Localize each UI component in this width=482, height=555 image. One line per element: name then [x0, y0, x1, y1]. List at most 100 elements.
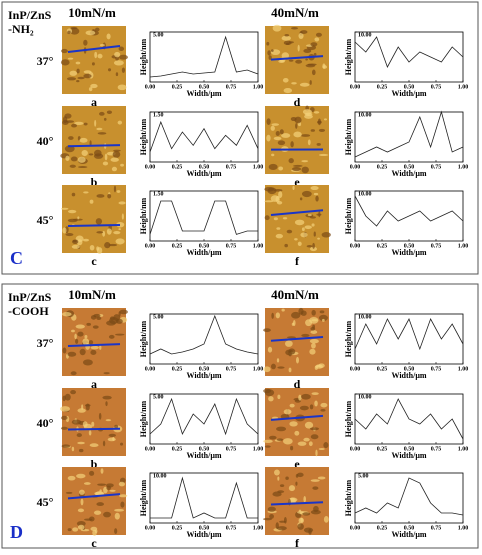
angle-label: 45° — [37, 213, 54, 227]
afm-texture — [311, 479, 320, 482]
afm-texture — [86, 323, 91, 326]
x-tick-label: 1.00 — [458, 525, 469, 531]
afm-texture — [263, 366, 270, 372]
afm-texture — [107, 34, 111, 40]
afm-texture — [122, 213, 124, 219]
afm-texture — [302, 191, 312, 197]
y-tick-label: 10.00 — [358, 191, 372, 197]
afm-texture — [311, 434, 319, 439]
y-tick-label: 5.00 — [153, 32, 164, 38]
afm-texture — [301, 134, 310, 137]
afm-texture — [280, 129, 284, 134]
afm-texture — [269, 436, 276, 440]
x-axis-label: Width/μm — [186, 451, 221, 460]
afm-texture — [65, 156, 69, 161]
afm-texture — [93, 314, 100, 318]
afm-texture — [77, 332, 83, 337]
afm-texture — [62, 312, 72, 316]
afm-texture — [77, 433, 82, 437]
afm-texture — [263, 328, 271, 332]
afm-texture — [99, 345, 101, 350]
y-axis-label: Height/nm — [344, 400, 353, 437]
afm-texture — [280, 484, 284, 487]
plot-frame — [150, 473, 258, 523]
afm-texture — [67, 77, 76, 80]
afm-texture — [84, 123, 88, 126]
afm-texture — [311, 129, 315, 132]
afm-texture — [314, 193, 318, 195]
afm-texture — [78, 157, 86, 163]
afm-texture — [274, 470, 280, 476]
afm-texture — [78, 525, 85, 530]
afm-texture — [288, 351, 291, 356]
x-tick-label: 0.00 — [145, 164, 156, 170]
afm-texture — [86, 404, 90, 411]
afm-texture — [289, 60, 294, 62]
sample-label: InP/ZnS — [8, 290, 52, 304]
afm-texture — [266, 42, 269, 46]
afm-texture — [273, 25, 282, 32]
afm-texture — [84, 482, 91, 485]
profile-line — [150, 399, 258, 434]
afm-texture — [310, 339, 319, 343]
afm-texture — [96, 502, 104, 506]
afm-texture — [89, 153, 94, 155]
x-tick-label: 0.25 — [377, 446, 388, 452]
y-axis-label: Height/nm — [344, 118, 353, 155]
afm-texture — [118, 84, 127, 90]
plot-frame — [355, 112, 463, 162]
profile-line — [355, 319, 463, 349]
afm-texture — [290, 446, 293, 450]
afm-texture — [92, 62, 95, 65]
x-tick-label: 0.00 — [350, 446, 361, 452]
afm-texture — [292, 186, 294, 190]
afm-texture — [315, 450, 317, 457]
afm-texture — [285, 477, 289, 480]
afm-texture — [303, 109, 312, 114]
afm-texture — [62, 227, 66, 233]
afm-texture — [119, 47, 125, 51]
column-header: 10mN/m — [68, 5, 116, 20]
afm-texture — [114, 509, 124, 512]
profile-line — [355, 37, 463, 67]
x-tick-label: 1.00 — [458, 84, 469, 90]
x-tick-label: 0.75 — [226, 366, 237, 372]
afm-texture — [312, 243, 315, 249]
afm-texture — [289, 485, 295, 491]
afm-texture — [71, 371, 77, 375]
x-tick-label: 0.00 — [145, 84, 156, 90]
x-axis-label: Width/μm — [186, 248, 221, 257]
afm-texture — [312, 223, 315, 226]
afm-texture — [84, 335, 87, 338]
afm-texture — [64, 113, 71, 118]
afm-texture — [298, 441, 307, 445]
x-tick-label: 0.25 — [377, 366, 388, 372]
afm-texture — [314, 401, 318, 407]
x-axis-label: Width/μm — [391, 169, 426, 178]
afm-texture — [90, 245, 95, 251]
afm-texture — [291, 27, 298, 29]
afm-texture — [283, 438, 293, 444]
scan-line — [68, 429, 120, 430]
afm-texture — [89, 340, 93, 344]
afm-texture — [319, 154, 328, 156]
afm-texture — [72, 239, 78, 244]
plot-frame — [150, 314, 258, 364]
afm-texture — [277, 476, 279, 480]
afm-texture — [83, 421, 88, 427]
afm-texture — [61, 49, 68, 53]
afm-texture — [103, 441, 105, 447]
y-axis-label: Height/nm — [139, 479, 148, 516]
y-tick-label: 10.00 — [358, 112, 372, 118]
y-tick-label: 10.00 — [358, 394, 372, 400]
profile-line — [355, 399, 463, 439]
x-axis-label: Width/μm — [186, 89, 221, 98]
afm-texture — [322, 63, 325, 68]
afm-texture — [277, 490, 284, 493]
afm-texture — [90, 443, 99, 447]
afm-texture — [314, 53, 317, 56]
y-axis-label: Height/nm — [139, 118, 148, 155]
afm-texture — [268, 507, 276, 512]
afm-texture — [300, 30, 307, 34]
scan-line — [68, 145, 120, 146]
